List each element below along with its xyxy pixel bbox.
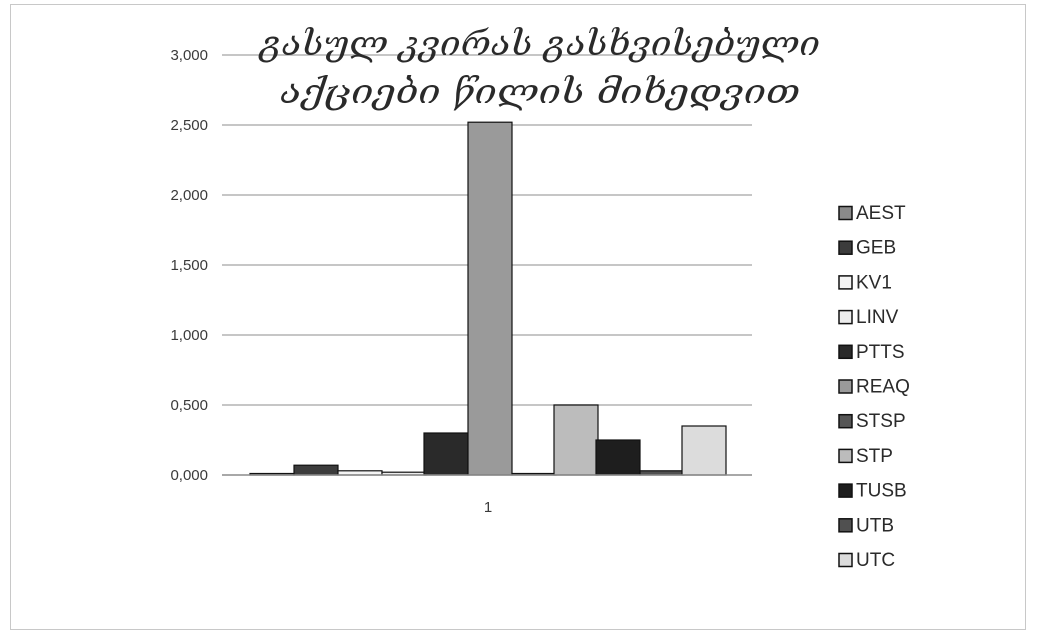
legend-label-linv: LINV <box>856 307 899 328</box>
legend-label-reaq: REAQ <box>856 377 910 398</box>
x-axis-ticks: 1 <box>484 499 492 516</box>
legend-label-utb: UTB <box>856 515 894 536</box>
legend-swatch-reaq <box>838 379 853 394</box>
chart-title: გასულ კვირას გასხვისებული აქციები წილის მ… <box>258 24 820 112</box>
y-tick-label: 2,500 <box>170 117 208 134</box>
y-tick-label: 1,000 <box>170 327 208 344</box>
bar-geb <box>293 464 339 476</box>
legend-label-stp: STP <box>856 446 893 467</box>
legend-label-stsp: STSP <box>856 411 906 432</box>
chart-title-line: გასულ კვირას გასხვისებული <box>258 24 820 64</box>
bars <box>249 121 727 476</box>
legend-label-geb: GEB <box>856 238 896 259</box>
legend-label-tusb: TUSB <box>856 481 907 502</box>
legend: AEST GEB KV1 LINV PTTS REAQ STSP STP TUSB UTB UTC <box>838 203 910 571</box>
legend-swatch-kv1 <box>838 275 853 290</box>
legend-label-ptts: PTTS <box>856 342 905 363</box>
bar-utc <box>681 425 727 476</box>
legend-swatch-aest <box>838 205 853 221</box>
legend-swatch-utc <box>838 552 853 568</box>
chart-title-line: აქციები წილის მიხედვით <box>280 72 800 112</box>
bar-ptts <box>423 432 469 476</box>
y-tick-label: 0,500 <box>170 397 208 414</box>
bar-reaq <box>467 121 513 476</box>
legend-swatch-geb <box>838 240 853 255</box>
legend-swatch-stp <box>838 448 853 464</box>
x-tick-label: 1 <box>484 499 492 516</box>
legend-swatch-tusb <box>838 483 853 498</box>
legend-label-kv1: KV1 <box>856 272 892 293</box>
bar-stp <box>553 404 599 476</box>
legend-swatch-linv <box>838 309 853 325</box>
legend-swatch-utb <box>838 518 853 533</box>
y-tick-label: 1,500 <box>170 257 208 274</box>
bar-tusb <box>595 439 641 476</box>
legend-swatch-ptts <box>838 344 853 360</box>
y-tick-label: 3,000 <box>170 47 208 64</box>
chart-frame <box>10 4 1026 630</box>
legend-swatch-stsp <box>838 413 853 429</box>
legend-label-utc: UTC <box>856 550 895 571</box>
y-axis-ticks: 0,000 0,500 1,000 1,500 2,000 2,500 3,000 <box>170 47 208 484</box>
y-tick-label: 0,000 <box>170 467 208 484</box>
y-tick-label: 2,000 <box>170 187 208 204</box>
legend-label-aest: AEST <box>856 203 906 224</box>
